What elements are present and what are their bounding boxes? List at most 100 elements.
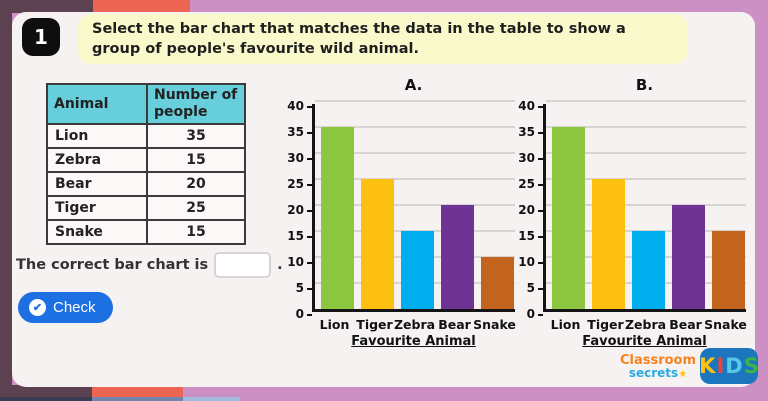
bar-snake (712, 231, 745, 309)
x-axis-tick-label: Bear (669, 317, 702, 332)
x-axis-tick-label: Lion (319, 317, 350, 332)
check-circle-icon: ✔ (29, 299, 46, 316)
bottom-blue-line (183, 397, 240, 401)
y-axis-tick-label: 30 (518, 151, 535, 165)
chart-b-x-labels: Lion Tiger Zebra Bear Snake (543, 315, 747, 332)
question-number: 1 (34, 25, 48, 49)
table-header-row: Animal Number of people (46, 83, 246, 125)
y-axis-tick-label: 20 (287, 203, 304, 217)
answer-sentence: The correct bar chart is . (16, 252, 283, 278)
left-frame-strip (0, 0, 12, 401)
table-cell-animal: Tiger (46, 195, 148, 221)
gridline (315, 178, 515, 180)
table-cell-number: 25 (146, 195, 246, 221)
table-header-number: Number of people (146, 83, 246, 125)
bottom-navy-line (0, 397, 92, 401)
chart-a-plot-area (312, 100, 515, 312)
chart-b-x-axis-title: Favourite Animal (582, 334, 707, 349)
chart-b-title: B. (635, 76, 654, 94)
table-header-animal: Animal (46, 83, 148, 125)
gridline (315, 204, 515, 206)
y-axis-tick-label: 30 (287, 151, 304, 165)
x-axis-tick-label: Tiger (587, 317, 624, 332)
table-cell-animal: Lion (46, 123, 148, 149)
x-axis-tick-label: Tiger (356, 317, 393, 332)
y-axis-tick-mark (307, 262, 312, 264)
y-axis-tick-mark (538, 210, 543, 212)
y-axis-tick-label: 20 (518, 203, 535, 217)
bar-snake (481, 257, 514, 309)
y-axis-tick-mark (538, 314, 543, 316)
gridline (546, 152, 746, 154)
y-axis-tick-label: 25 (287, 177, 304, 191)
gridline (315, 126, 515, 128)
bottom-orange-shape (92, 385, 183, 398)
table-row: Snake 15 (46, 219, 246, 245)
x-axis-tick-label: Bear (438, 317, 471, 332)
chart-b-y-axis: 0 5 10 15 20 25 30 35 40 (509, 99, 543, 321)
y-axis-tick-label: 10 (518, 255, 535, 269)
y-axis-tick-label: 25 (518, 177, 535, 191)
gridline (315, 100, 515, 102)
y-axis-tick-label: 10 (287, 255, 304, 269)
star-icon: ★ (678, 369, 688, 380)
x-axis-tick-label: Zebra (624, 317, 667, 332)
gridline (315, 152, 515, 154)
top-orange-shape (93, 0, 190, 13)
x-axis-tick-label: Zebra (393, 317, 436, 332)
answer-prompt-text: The correct bar chart is (16, 257, 209, 273)
top-purple-shape (0, 0, 93, 13)
y-axis-tick-mark (307, 184, 312, 186)
table-row: Tiger 25 (46, 195, 246, 221)
gridline (546, 204, 746, 206)
table-cell-number: 20 (146, 171, 246, 197)
y-axis-tick-label: 40 (518, 99, 535, 113)
answer-input[interactable] (214, 252, 272, 278)
bar-lion (552, 127, 585, 309)
y-axis-tick-label: 15 (518, 229, 535, 243)
table-row: Lion 35 (46, 123, 246, 149)
y-axis-tick-label: 15 (287, 229, 304, 243)
gridline (546, 100, 746, 102)
chart-a-x-axis-title: Favourite Animal (351, 334, 476, 349)
kids-logo-letter: K (699, 354, 716, 378)
chart-a-title: A. (404, 76, 423, 94)
question-card: 1 Select the bar chart that matches the … (12, 12, 759, 387)
y-axis-tick-mark (538, 106, 543, 108)
x-axis-tick-label: Snake (704, 317, 747, 332)
y-axis-tick-mark (307, 314, 312, 316)
bar-tiger (592, 179, 625, 309)
table-cell-animal: Zebra (46, 147, 148, 173)
x-axis-tick-label: Snake (473, 317, 516, 332)
y-axis-tick-mark (538, 132, 543, 134)
bar-zebra (632, 231, 665, 309)
y-axis-tick-mark (307, 288, 312, 290)
y-axis-tick-label: 0 (526, 307, 535, 321)
table-cell-number: 15 (146, 147, 246, 173)
check-button[interactable]: ✔ Check (18, 292, 113, 323)
bottom-slate-line (92, 397, 183, 401)
bars-group (321, 127, 514, 309)
question-text: Select the bar chart that matches the da… (92, 21, 626, 57)
chart-b-plot-area (543, 100, 746, 312)
y-axis-tick-mark (307, 210, 312, 212)
animal-data-table: Animal Number of people Lion 35 Zebra 15 Bea… (46, 83, 246, 245)
check-button-label: Check (53, 299, 96, 316)
table-cell-animal: Bear (46, 171, 148, 197)
kids-logo-letter: D (725, 354, 743, 378)
classroom-secrets-logo: Classroom secrets★ (616, 354, 700, 381)
table-row: Bear 20 (46, 171, 246, 197)
bar-bear (672, 205, 705, 309)
y-axis-tick-label: 5 (526, 281, 535, 295)
bar-tiger (361, 179, 394, 309)
x-axis-tick-label: Lion (550, 317, 581, 332)
y-axis-tick-label: 0 (295, 307, 304, 321)
y-axis-tick-mark (307, 132, 312, 134)
y-axis-tick-mark (538, 184, 543, 186)
bar-lion (321, 127, 354, 309)
bar-chart-option-a: A. 0 5 10 15 20 25 30 35 40 Lion Tiger Zebra Bear Sn… (278, 76, 518, 349)
table-cell-number: 35 (146, 123, 246, 149)
bottom-purple-shape (0, 385, 92, 398)
table-row: Zebra 15 (46, 147, 246, 173)
